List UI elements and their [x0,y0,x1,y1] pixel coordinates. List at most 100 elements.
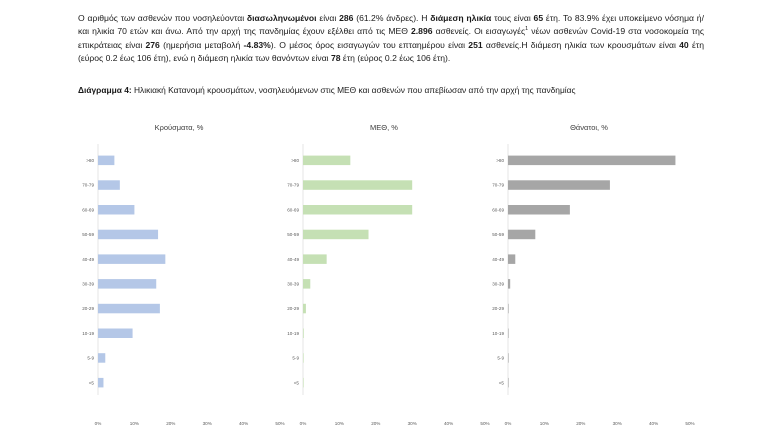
body-paragraph: Ο αριθμός των ασθενών που νοσηλεύονται δ… [78,12,704,66]
deaths-bar [508,180,610,190]
icu-bar [303,229,369,240]
icu-category-label: 60-69 [287,207,299,212]
text-run: νέων ασθενών Covid-19 στα νοσοκομεία της… [78,26,704,50]
deaths-x-tick-label: 0% [505,421,512,426]
deaths-x-tick-label: 30% [613,421,622,426]
icu-category-label: 10-19 [287,331,299,336]
text-run: ασθενείς. Οι εισαγωγές [432,26,526,37]
cases-bar [98,155,115,166]
icu-x-tick-label: 20% [371,421,380,426]
text-bold: 286 [339,13,354,23]
text-bold: διασωληνωμένοι [246,13,317,23]
icu-category-label: <5 [294,380,300,385]
cases-category-label: 20-29 [82,306,94,311]
deaths-category-label: 20-29 [492,306,504,311]
cases-bar [98,205,135,215]
text-run: ασθενείς.Η διάμεση ηλικία των κρουσμάτων… [482,39,680,50]
cases-category-label: 10-19 [82,331,94,336]
cases-x-tick-label: 50% [275,421,284,426]
deaths-bar [508,279,511,289]
icu-bar [303,254,327,264]
cases-bar [98,353,106,363]
deaths-category-label: <5 [499,380,505,385]
cases-category-label: 60-69 [82,207,94,212]
figure-caption: Διάγραμμα 4: Ηλικιακή Κατανομή κρουσμάτω… [78,85,576,95]
cases-bar [98,328,133,338]
text-run: έτη. Το 83.9% έχει υποκείμενο νόσημα ή/κ… [78,13,704,37]
icu-bar [303,180,413,190]
deaths-category-label: 10-19 [492,331,504,336]
cases-category-label: 70-79 [82,183,94,188]
cases-chart-title: Κρούσματα, % [155,123,204,132]
deaths-category-label: 50-59 [492,232,504,237]
icu-bar [303,279,311,289]
text-bold: 251 [468,39,483,50]
icu-x-tick-label: 40% [444,421,453,426]
cases-bar [98,254,166,264]
deaths-chart: Θάνατοι, % >80 70-79 60-69 50-59 40-49 30-39 20… [492,118,694,428]
text-bold: 78 [330,53,341,64]
icu-bar [303,377,304,388]
icu-x-tick-label: 30% [408,421,417,426]
text-run: τους είναι [491,13,534,23]
cases-category-label: 30-39 [82,281,94,286]
icu-chart-svg: ΜΕΘ, % >80 70-79 60-69 50-59 40-49 30-39 20-29 1… [287,123,489,426]
deaths-category-label: 70-79 [492,183,504,188]
caption-label: Διάγραμμα 4: [78,85,132,95]
deaths-bar [508,254,516,264]
deaths-category-label: >80 [496,158,504,163]
icu-bar [303,353,304,363]
cases-x-tick-label: 0% [95,421,102,426]
text-bold: -4.83% [243,39,271,50]
icu-chart: ΜΕΘ, % >80 70-79 60-69 50-59 40-49 30-39 20-29 1… [287,118,489,428]
deaths-bar [508,205,570,215]
icu-x-tick-label: 0% [300,421,307,426]
icu-category-label: 5-9 [292,356,299,361]
icu-chart-title: ΜΕΘ, % [370,123,398,132]
cases-bar [98,229,159,240]
icu-x-tick-label: 50% [480,421,489,426]
icu-x-tick-label: 10% [335,421,344,426]
text-bold: 276 [145,39,160,50]
text-bold: 40 [679,39,689,50]
text-run: ). Ο μέσος όρος εισαγωγών του επταημέρου… [270,39,469,50]
icu-category-label: >80 [291,158,299,163]
deaths-category-label: 30-39 [492,281,504,286]
icu-category-label: 70-79 [287,183,299,188]
icu-category-label: 30-39 [287,281,299,286]
deaths-bar [508,353,509,363]
text-run: έτη (εύρος 0.2 έως 106 έτη). [340,53,451,64]
deaths-category-label: 60-69 [492,207,504,212]
deaths-chart-title: Θάνατοι, % [570,123,608,132]
text-run: έτη (εύρος 0.2 έως 106 έτη), ενώ η διάμε… [78,39,704,64]
deaths-x-tick-label: 20% [576,421,585,426]
icu-bar [303,303,306,314]
icu-category-label: 40-49 [287,257,299,262]
deaths-bar [508,328,509,338]
deaths-category-label: 40-49 [492,257,504,262]
text-bold: 2.896 [411,26,433,37]
cases-category-label: <5 [89,380,95,385]
cases-bar [98,377,104,388]
icu-category-label: 20-29 [287,306,299,311]
cases-x-tick-label: 40% [239,421,248,426]
cases-bar [98,279,157,289]
cases-chart-svg: Κρούσματα, % >80 70-79 60-69 50-59 40-49 30-39… [82,123,284,426]
cases-bar [98,180,120,190]
cases-category-label: 5-9 [87,356,94,361]
footnote-mark: 1 [525,26,529,33]
text-run: (61.2% άνδρες). Η [353,13,431,23]
deaths-chart-svg: Θάνατοι, % >80 70-79 60-69 50-59 40-49 30-39 20… [492,123,694,426]
deaths-bar [508,303,509,314]
cases-bar [98,303,160,314]
caption-text: Ηλικιακή Κατανομή κρουσμάτων, νοσηλευόμε… [131,85,576,95]
text-bold: 65 [533,13,544,23]
text-run: είναι [316,13,340,23]
icu-category-label: 50-59 [287,232,299,237]
text-bold: διάμεση ηλικία [430,13,492,23]
cases-x-tick-label: 30% [203,421,212,426]
text-run: (ημερήσια μεταβολή [159,39,244,50]
cases-chart: Κρούσματα, % >80 70-79 60-69 50-59 40-49 30-39… [82,118,284,428]
deaths-bar [508,155,676,166]
deaths-category-label: 5-9 [497,356,504,361]
